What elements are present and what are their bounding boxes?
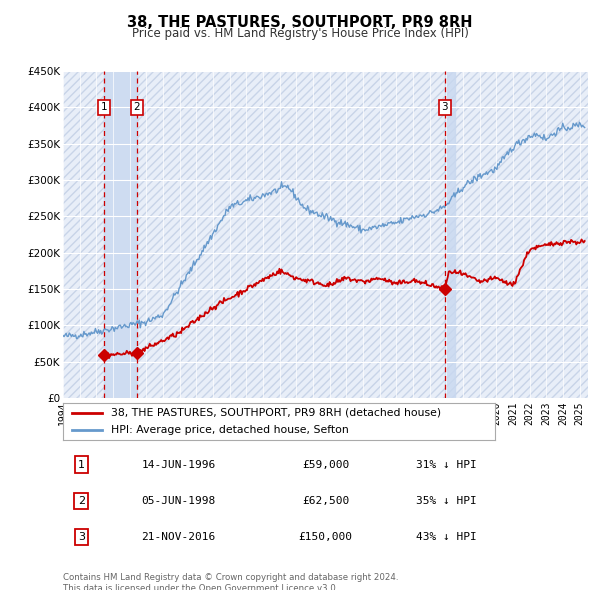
Text: 21-NOV-2016: 21-NOV-2016 [142, 532, 215, 542]
Text: 2: 2 [78, 496, 85, 506]
Text: 35% ↓ HPI: 35% ↓ HPI [416, 496, 476, 506]
Text: 38, THE PASTURES, SOUTHPORT, PR9 8RH: 38, THE PASTURES, SOUTHPORT, PR9 8RH [127, 15, 473, 30]
Text: HPI: Average price, detached house, Sefton: HPI: Average price, detached house, Seft… [110, 425, 348, 435]
Bar [445, 71, 588, 398]
Text: Contains HM Land Registry data © Crown copyright and database right 2024.
This d: Contains HM Land Registry data © Crown c… [63, 573, 398, 590]
Bar [63, 71, 104, 398]
Bar [445, 71, 455, 398]
Text: 1: 1 [101, 102, 107, 112]
Text: 1: 1 [78, 460, 85, 470]
Text: 31% ↓ HPI: 31% ↓ HPI [416, 460, 476, 470]
Text: 14-JUN-1996: 14-JUN-1996 [142, 460, 215, 470]
Text: 3: 3 [78, 532, 85, 542]
Text: £150,000: £150,000 [299, 532, 353, 542]
Text: 3: 3 [442, 102, 448, 112]
Bar [137, 71, 445, 398]
Text: 38, THE PASTURES, SOUTHPORT, PR9 8RH (detached house): 38, THE PASTURES, SOUTHPORT, PR9 8RH (de… [110, 408, 440, 418]
Text: 2: 2 [134, 102, 140, 112]
Text: £62,500: £62,500 [302, 496, 349, 506]
Text: Price paid vs. HM Land Registry's House Price Index (HPI): Price paid vs. HM Land Registry's House … [131, 27, 469, 40]
Text: 05-JUN-1998: 05-JUN-1998 [142, 496, 215, 506]
Text: 43% ↓ HPI: 43% ↓ HPI [416, 532, 476, 542]
Text: £59,000: £59,000 [302, 460, 349, 470]
Bar [104, 71, 137, 398]
Bar [63, 71, 104, 398]
